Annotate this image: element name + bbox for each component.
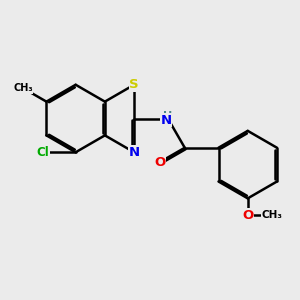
Text: S: S: [129, 78, 139, 91]
Text: CH₃: CH₃: [13, 83, 33, 93]
Text: H: H: [163, 111, 172, 121]
Text: CH₃: CH₃: [262, 210, 283, 220]
Text: O: O: [242, 209, 254, 222]
Text: Cl: Cl: [36, 146, 49, 159]
Text: N: N: [160, 114, 172, 127]
Text: O: O: [154, 156, 166, 169]
Text: N: N: [129, 146, 140, 159]
